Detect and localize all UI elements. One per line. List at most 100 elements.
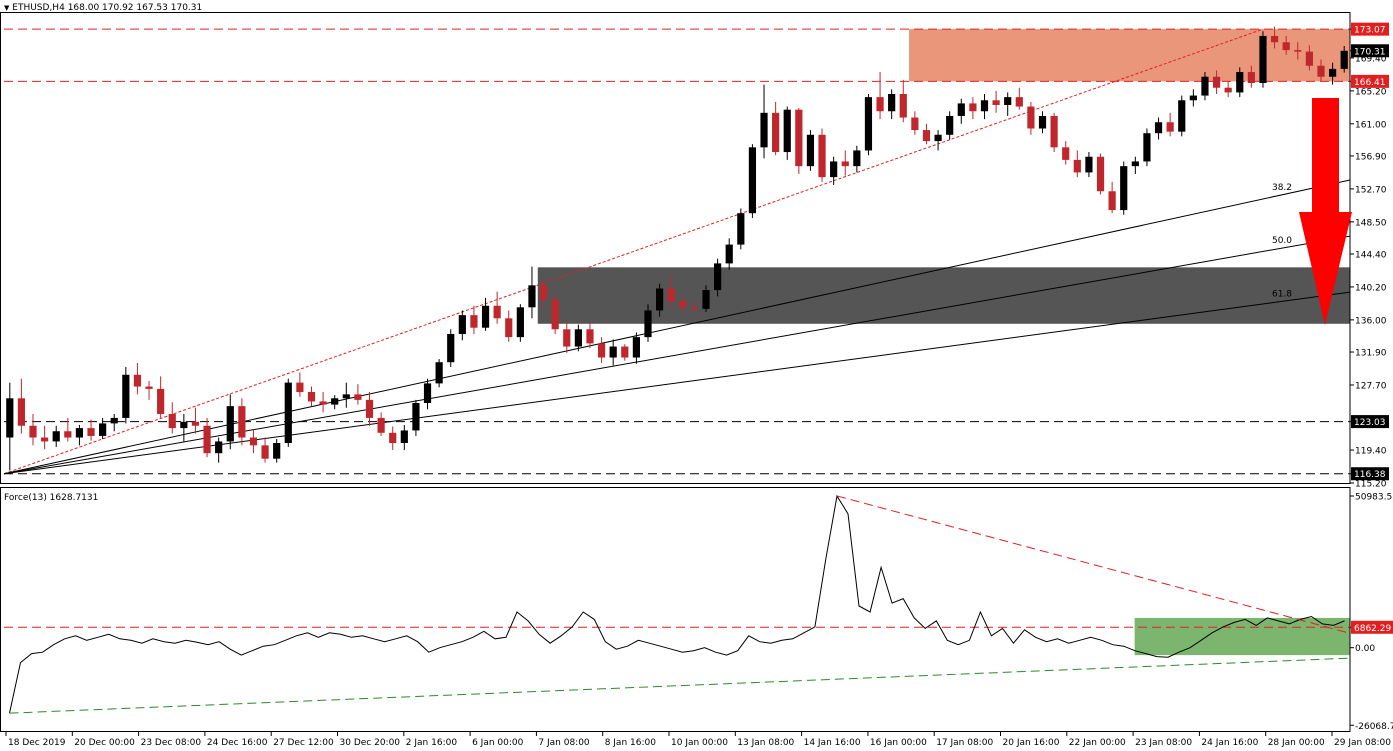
candle-body	[655, 288, 664, 311]
price-tick-label: 127.70	[1355, 381, 1387, 391]
candle-body	[1270, 35, 1279, 43]
candle-body	[64, 431, 72, 438]
candle	[1085, 152, 1093, 178]
candle-body	[17, 398, 26, 426]
price-tag	[1351, 22, 1389, 36]
candle-body	[1062, 147, 1070, 160]
price-panel-border	[0, 12, 1351, 484]
candle-body	[1166, 122, 1174, 132]
candle	[1108, 181, 1116, 214]
candle	[911, 111, 919, 135]
candle-body	[876, 97, 884, 112]
candle-body	[1085, 156, 1093, 173]
price-tick-label: 119.40	[1355, 447, 1387, 457]
candle	[980, 93, 989, 120]
candle	[714, 258, 722, 297]
time-tick-label: 30 Dec 20:00	[340, 738, 401, 748]
candle-body	[702, 290, 710, 309]
candle-body	[99, 423, 107, 436]
candle-body	[52, 431, 60, 442]
time-tick-label: 27 Dec 12:00	[273, 738, 334, 748]
candle	[702, 285, 710, 313]
candle	[783, 106, 791, 160]
candle-body	[377, 417, 385, 433]
price-tag	[1351, 74, 1389, 88]
price-levels	[4, 28, 1350, 475]
candle-body	[203, 425, 211, 454]
candle-body	[1073, 159, 1081, 173]
candle	[1096, 153, 1105, 195]
candle-body	[725, 244, 733, 264]
price-tag	[1351, 415, 1389, 429]
candle-body	[168, 413, 176, 429]
candle	[29, 413, 37, 446]
candle-body	[818, 134, 826, 178]
candle	[1143, 128, 1151, 167]
candle-body	[284, 382, 292, 444]
collapse-triangle-icon[interactable]: ▼	[4, 4, 10, 12]
candle	[215, 437, 223, 463]
candle-body	[505, 318, 513, 338]
candlesticks	[6, 26, 1348, 471]
candle-body	[1154, 122, 1163, 134]
candle-body	[87, 428, 95, 436]
price-tick-label: 170.31	[1354, 47, 1386, 57]
candle-body	[1305, 51, 1313, 66]
symbol-label: ETHUSD,H4	[12, 3, 65, 13]
candle-body	[307, 392, 316, 402]
time-tick-label: 29 Jan 08:00	[1334, 738, 1391, 748]
candle	[307, 386, 316, 407]
candle-body	[180, 421, 188, 429]
candle-body	[795, 109, 803, 167]
candle-body	[516, 307, 524, 338]
candle-body	[273, 443, 281, 459]
candle-body	[586, 329, 594, 344]
candle-body	[760, 112, 768, 148]
candle	[690, 302, 699, 314]
candle	[226, 394, 234, 450]
candle-body	[539, 285, 548, 300]
price-tick-label: 173.07	[1354, 26, 1386, 36]
candle-body	[574, 329, 582, 347]
candle	[238, 398, 246, 446]
candle	[435, 359, 443, 388]
candle	[249, 429, 258, 454]
candle-body	[772, 112, 780, 153]
candle-body	[980, 100, 989, 112]
candle	[284, 378, 292, 447]
price-tick-label: 136.00	[1355, 316, 1387, 326]
candle	[725, 238, 733, 270]
candle-body	[331, 398, 339, 405]
force-line	[9, 494, 1351, 714]
candle-body	[609, 346, 617, 358]
candle-body	[853, 150, 861, 167]
price-tick-label: 148.50	[1355, 218, 1387, 228]
force-axis: 50983.52 6862.29 0.00 -26068.76	[1350, 492, 1393, 732]
candle	[772, 101, 780, 156]
candle-body	[1282, 42, 1290, 51]
candle-body	[934, 134, 942, 142]
force-tick-label: 50983.52	[1355, 492, 1393, 502]
force-resistance-trendline	[836, 495, 1351, 634]
candle-body	[748, 147, 757, 214]
candle	[342, 382, 350, 408]
candle	[1189, 89, 1197, 107]
candle	[354, 384, 362, 405]
down-arrow-shape	[1299, 98, 1352, 325]
time-tick-label: 20 Dec 00:00	[74, 738, 135, 748]
candle	[505, 310, 513, 342]
candle-body	[1189, 95, 1197, 101]
candle-body	[354, 394, 362, 400]
candle-body	[41, 437, 49, 442]
candle	[1073, 150, 1081, 178]
candle	[1062, 141, 1070, 165]
candle	[516, 304, 524, 342]
candle-body	[1236, 72, 1244, 93]
candle	[1224, 81, 1232, 98]
candle	[679, 296, 687, 313]
candle	[273, 439, 281, 463]
candle	[818, 128, 826, 182]
candle	[1212, 70, 1221, 94]
candle-body	[110, 417, 118, 424]
candle-body	[412, 403, 420, 431]
